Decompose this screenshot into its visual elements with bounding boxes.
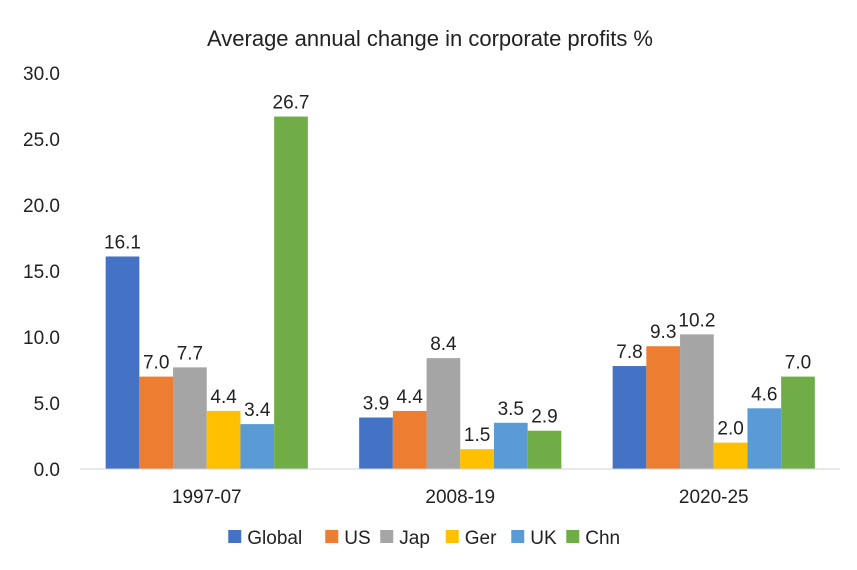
bar-uk-1997-07 bbox=[240, 424, 275, 469]
legend-item-chn: Chn bbox=[566, 528, 620, 549]
bar-global-1997-07 bbox=[105, 256, 140, 469]
bar-chn-2008-19 bbox=[527, 430, 562, 469]
y-tick-label: 25.0 bbox=[23, 130, 60, 151]
x-tick-label: 2020-25 bbox=[679, 487, 749, 508]
data-label: 1.5 bbox=[464, 425, 490, 446]
bar-us-1997-07 bbox=[139, 376, 174, 469]
data-label: 4.4 bbox=[210, 387, 237, 408]
bars bbox=[105, 116, 815, 469]
x-axis: 1997-07 2008-19 2020-25 bbox=[172, 487, 749, 508]
legend-swatch bbox=[325, 530, 339, 543]
legend-item-uk: UK bbox=[511, 528, 557, 549]
bar-jap-1997-07 bbox=[173, 367, 207, 469]
chart-title: Average annual change in corporate profi… bbox=[207, 26, 653, 51]
legend-swatch bbox=[380, 530, 394, 543]
bar-global-2020-25 bbox=[612, 366, 647, 469]
bar-uk-2020-25 bbox=[747, 408, 782, 469]
data-label: 8.4 bbox=[430, 334, 457, 355]
legend-label: Chn bbox=[585, 528, 620, 549]
data-label: 4.4 bbox=[396, 387, 423, 408]
data-label: 16.1 bbox=[104, 232, 141, 253]
bar-ger-1997-07 bbox=[206, 410, 241, 469]
legend-swatch bbox=[228, 530, 242, 543]
data-label: 4.6 bbox=[751, 384, 777, 405]
data-labels: 16.1 7.0 7.7 4.4 3.4 26.7 3.9 4.4 8.4 1.5 3.5 2.9 7.… bbox=[104, 93, 811, 447]
y-tick-label: 5.0 bbox=[34, 394, 60, 415]
bar-chn-1997-07 bbox=[274, 116, 308, 469]
x-tick-label: 2008-19 bbox=[425, 487, 495, 508]
bar-chn-2020-25 bbox=[781, 376, 815, 469]
data-label: 7.0 bbox=[143, 353, 169, 374]
data-label: 9.3 bbox=[650, 322, 676, 343]
legend-item-us: US bbox=[325, 528, 371, 549]
legend-item-global: Global bbox=[228, 528, 302, 549]
legend-item-jap: Jap bbox=[380, 528, 430, 549]
y-tick-label: 30.0 bbox=[23, 64, 60, 85]
data-label: 2.9 bbox=[531, 407, 557, 428]
data-label: 10.2 bbox=[678, 310, 715, 331]
y-tick-label: 0.0 bbox=[34, 460, 60, 481]
legend: Global US Jap Ger UK Chn bbox=[228, 528, 620, 549]
y-axis: 0.0 5.0 10.0 15.0 20.0 25.0 30.0 bbox=[23, 64, 60, 481]
legend-label: UK bbox=[530, 528, 557, 549]
data-label: 7.7 bbox=[177, 343, 203, 364]
legend-label: Global bbox=[247, 528, 302, 549]
legend-swatch bbox=[566, 530, 580, 543]
bar-ger-2008-19 bbox=[460, 449, 494, 469]
bar-ger-2020-25 bbox=[713, 442, 748, 469]
legend-label: Ger bbox=[465, 528, 497, 549]
bar-jap-2008-19 bbox=[426, 358, 461, 469]
data-label: 2.0 bbox=[717, 419, 743, 440]
bar-us-2020-25 bbox=[646, 346, 681, 469]
data-label: 3.4 bbox=[244, 400, 271, 421]
bar-jap-2020-25 bbox=[680, 334, 714, 469]
y-tick-label: 20.0 bbox=[23, 196, 60, 217]
legend-label: US bbox=[344, 528, 370, 549]
legend-label: Jap bbox=[399, 528, 430, 549]
data-label: 7.0 bbox=[785, 353, 811, 374]
y-tick-label: 10.0 bbox=[23, 328, 60, 349]
data-label: 3.9 bbox=[363, 394, 389, 415]
data-label: 26.7 bbox=[273, 93, 310, 114]
data-label: 3.5 bbox=[498, 399, 524, 420]
bar-uk-2008-19 bbox=[493, 422, 528, 469]
y-tick-label: 15.0 bbox=[23, 262, 60, 283]
legend-swatch bbox=[511, 530, 525, 543]
legend-item-ger: Ger bbox=[445, 528, 497, 549]
bar-global-2008-19 bbox=[359, 417, 393, 469]
bar-us-2008-19 bbox=[392, 410, 427, 469]
data-label: 7.8 bbox=[616, 342, 642, 363]
legend-swatch bbox=[445, 530, 459, 543]
x-tick-label: 1997-07 bbox=[172, 487, 242, 508]
